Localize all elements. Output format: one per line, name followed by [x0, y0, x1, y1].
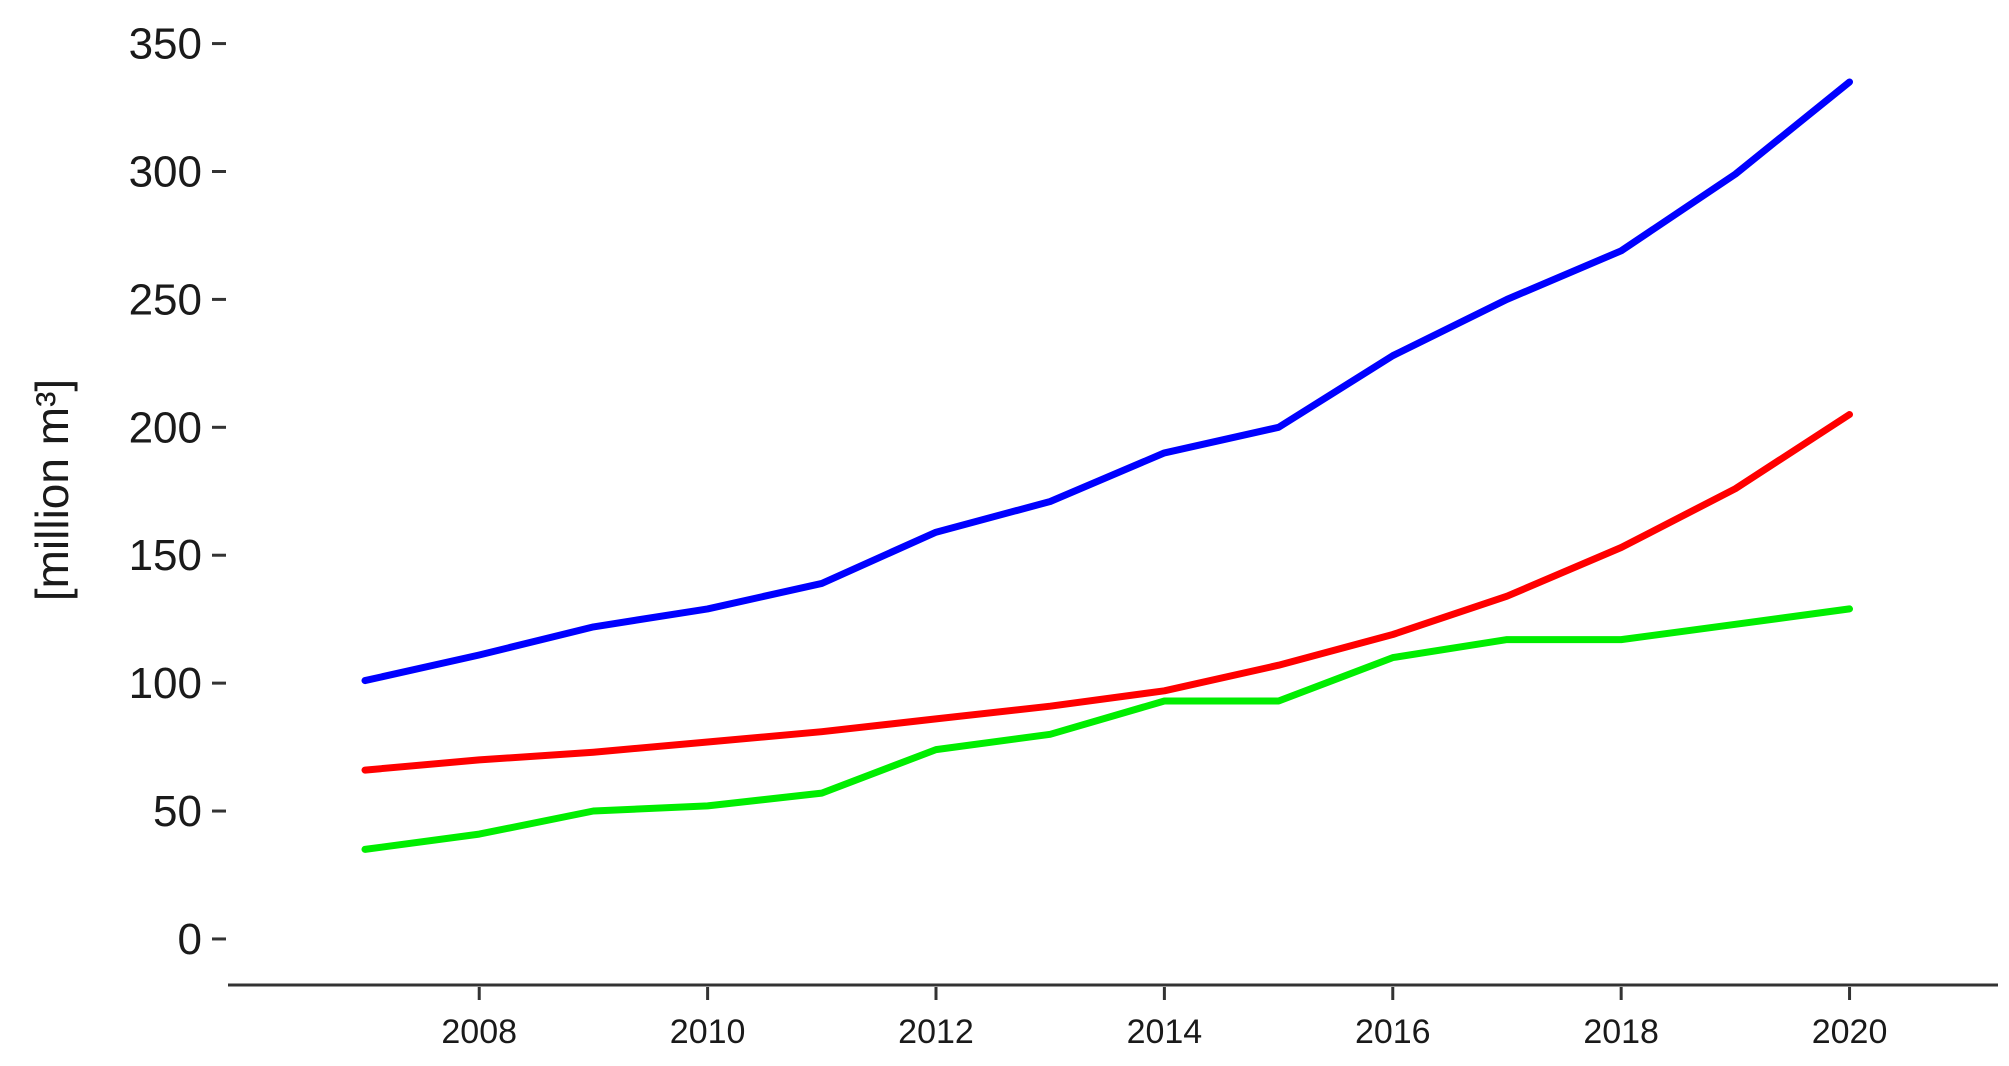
x-tick-label: 2018 — [1583, 1013, 1659, 1051]
y-tick-label: 0 — [178, 915, 202, 964]
x-tick-label: 2012 — [898, 1013, 974, 1051]
series-line-red — [361, 411, 1853, 774]
y-tick-label: 100 — [129, 659, 202, 708]
x-tick-label: 2014 — [1127, 1013, 1203, 1051]
x-axis: 2008 2010 2012 2014 2016 2018 2020 — [228, 983, 1998, 1051]
series-line-green — [361, 605, 1853, 853]
y-tick-label: 150 — [129, 531, 202, 580]
series-line-blue — [361, 78, 1853, 685]
y-tick-label: 50 — [153, 787, 202, 836]
series-layer — [361, 78, 1853, 853]
x-tick-label: 2020 — [1812, 1013, 1888, 1051]
x-tick-label: 2016 — [1355, 1013, 1431, 1051]
y-tick-label: 350 — [129, 20, 202, 69]
x-tick-label: 2010 — [670, 1013, 746, 1051]
y-tick-label: 250 — [129, 275, 202, 324]
x-tick-label: 2008 — [441, 1013, 517, 1051]
y-tick-label: 300 — [129, 147, 202, 196]
y-tick-label: 200 — [129, 403, 202, 452]
y-axis-title: [million m³] — [26, 379, 78, 601]
y-axis: 0 50 100 150 200 250 300 350 — [129, 20, 226, 964]
